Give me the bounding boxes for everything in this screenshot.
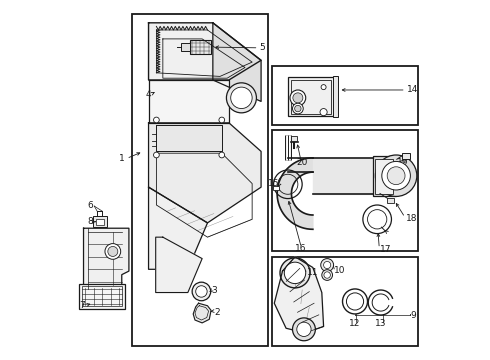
Bar	[333, 76, 338, 117]
Bar	[181, 43, 190, 51]
Circle shape	[297, 322, 311, 337]
Circle shape	[226, 83, 256, 113]
Circle shape	[219, 152, 224, 158]
Text: 6: 6	[87, 201, 93, 210]
Circle shape	[108, 247, 118, 256]
Bar	[272, 66, 418, 125]
Polygon shape	[156, 125, 222, 151]
Polygon shape	[148, 187, 207, 269]
Bar	[96, 219, 104, 225]
Bar	[79, 284, 125, 309]
Text: 8: 8	[87, 217, 93, 226]
Text: 2: 2	[215, 308, 220, 317]
Polygon shape	[193, 303, 211, 323]
Polygon shape	[313, 158, 373, 194]
Bar	[132, 14, 268, 346]
Text: 10: 10	[334, 266, 345, 275]
Circle shape	[293, 318, 316, 341]
Circle shape	[387, 167, 405, 185]
Circle shape	[324, 272, 330, 278]
Text: 15: 15	[268, 179, 280, 188]
Text: 20: 20	[297, 158, 308, 167]
Polygon shape	[148, 80, 229, 123]
Circle shape	[196, 286, 207, 297]
Text: 4: 4	[146, 90, 151, 99]
Text: 18: 18	[406, 214, 417, 223]
Polygon shape	[148, 23, 261, 80]
Bar	[272, 130, 418, 251]
Bar	[292, 136, 297, 141]
Bar	[93, 216, 107, 227]
Circle shape	[294, 105, 301, 112]
Bar	[82, 287, 122, 306]
Bar	[291, 80, 331, 113]
Bar	[387, 198, 393, 203]
Circle shape	[284, 262, 306, 284]
Polygon shape	[213, 23, 261, 102]
Circle shape	[231, 87, 252, 109]
Text: 13: 13	[375, 319, 387, 328]
Text: 16: 16	[295, 244, 307, 253]
Text: 5: 5	[259, 43, 265, 52]
Polygon shape	[156, 237, 202, 293]
Circle shape	[153, 117, 159, 123]
Text: 9: 9	[411, 311, 416, 320]
Bar	[288, 77, 334, 116]
Circle shape	[320, 109, 327, 116]
Bar	[375, 158, 393, 194]
Circle shape	[290, 90, 306, 106]
Polygon shape	[274, 257, 323, 333]
Text: 14: 14	[407, 85, 418, 94]
Circle shape	[192, 282, 211, 301]
Text: 3: 3	[212, 286, 218, 295]
Circle shape	[322, 270, 333, 280]
Circle shape	[293, 103, 303, 114]
Polygon shape	[148, 123, 261, 223]
Circle shape	[219, 117, 224, 123]
Bar	[273, 186, 279, 190]
Circle shape	[280, 258, 310, 288]
Circle shape	[293, 93, 303, 103]
Circle shape	[382, 161, 411, 190]
Circle shape	[321, 258, 334, 271]
Text: 17: 17	[380, 245, 392, 254]
Bar	[190, 40, 211, 54]
Circle shape	[323, 261, 331, 269]
Text: 1: 1	[119, 154, 125, 163]
Text: 7: 7	[79, 301, 85, 310]
Bar	[272, 257, 418, 346]
Text: 11: 11	[307, 268, 318, 277]
Polygon shape	[83, 228, 129, 289]
Circle shape	[321, 85, 326, 90]
Bar	[373, 156, 396, 196]
Text: 19: 19	[397, 158, 408, 167]
Text: 12: 12	[348, 319, 360, 328]
Circle shape	[375, 155, 417, 197]
Circle shape	[105, 244, 121, 259]
Bar	[402, 153, 410, 158]
Polygon shape	[277, 158, 313, 229]
Circle shape	[153, 152, 159, 158]
